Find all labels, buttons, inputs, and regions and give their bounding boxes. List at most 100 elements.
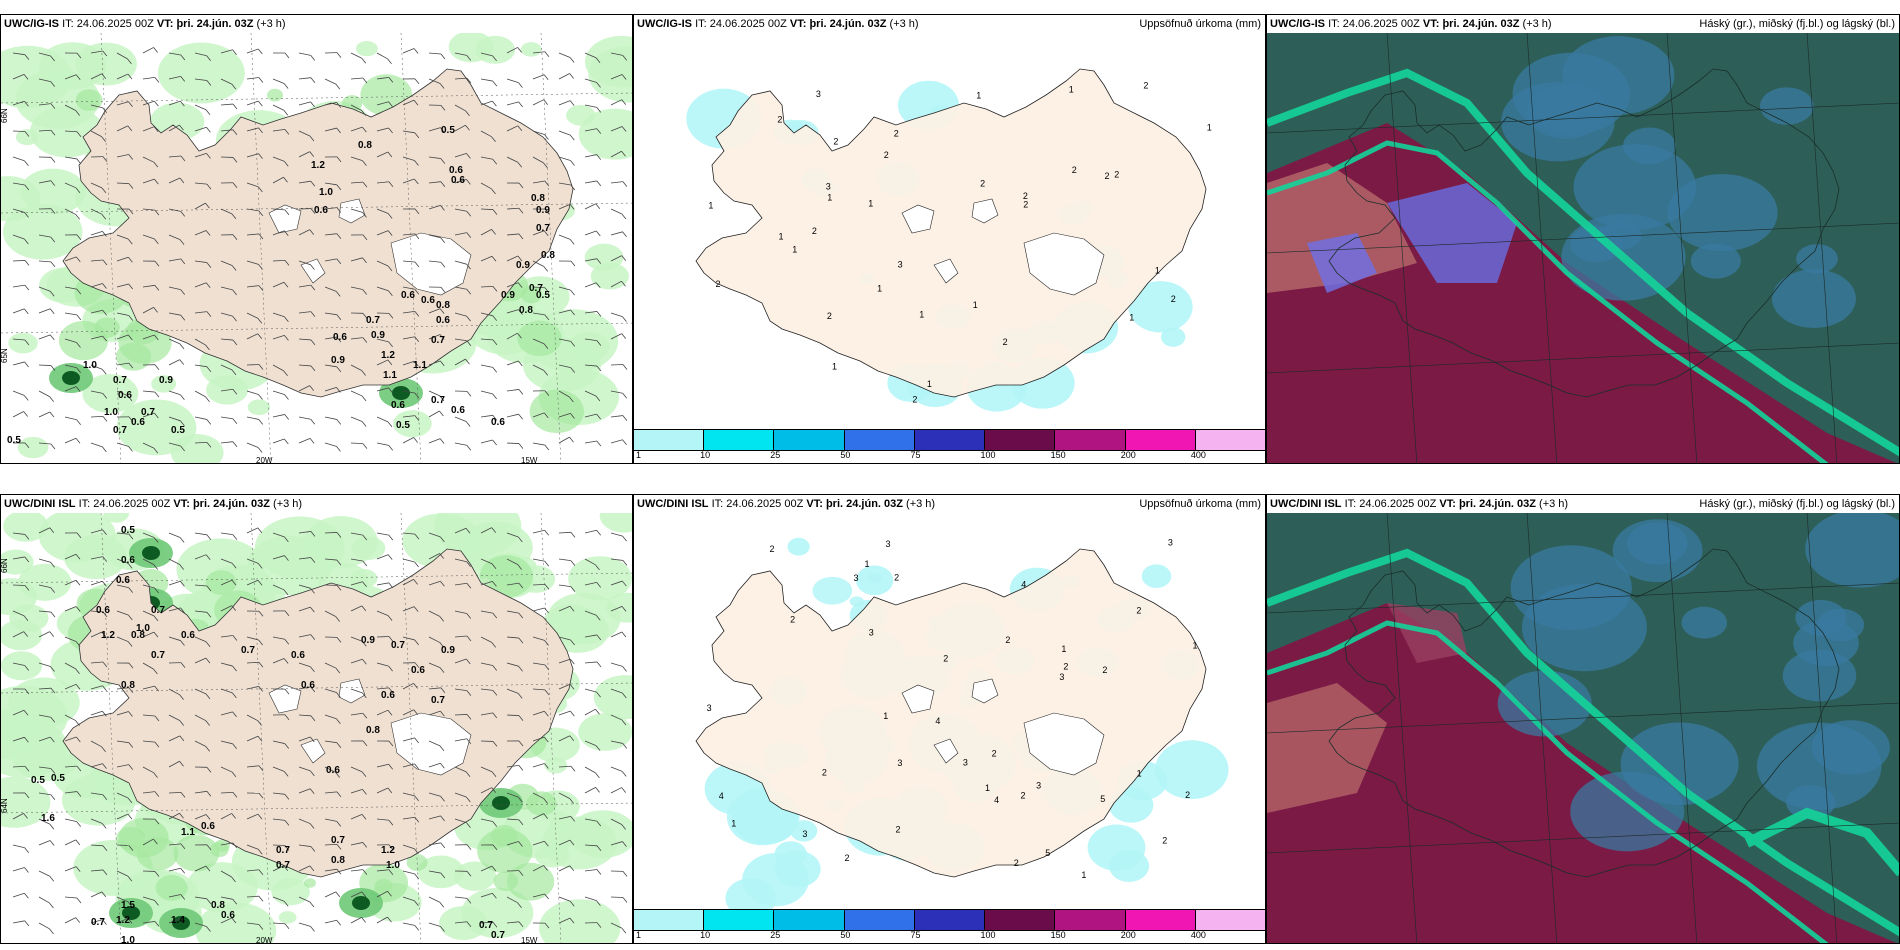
wind-barb bbox=[38, 527, 50, 534]
wind-barb bbox=[142, 208, 155, 211]
wind-barb bbox=[350, 77, 363, 80]
wind-barb bbox=[506, 332, 518, 340]
wind-barb bbox=[246, 153, 259, 158]
wind-barb bbox=[454, 178, 467, 184]
wind-barb bbox=[272, 792, 285, 795]
colorbar-tick-label: 75 bbox=[910, 930, 921, 940]
wind-barb-flag bbox=[180, 640, 185, 646]
valid-time: þri. 24.jún. 03Z bbox=[176, 18, 254, 30]
wind-barb-flag bbox=[179, 177, 185, 184]
wind-barb bbox=[116, 442, 129, 447]
wind-barb bbox=[38, 584, 51, 588]
wind-barb bbox=[272, 555, 285, 560]
wind-barb bbox=[376, 662, 389, 667]
wind-barb bbox=[558, 234, 571, 240]
wind-barb-flag bbox=[596, 845, 602, 852]
wind-barb bbox=[116, 73, 129, 80]
wind-barb bbox=[220, 740, 233, 745]
wind-barb-flag bbox=[284, 52, 290, 59]
wind-value-label: 0.8 bbox=[519, 305, 533, 316]
high-cloud-patch bbox=[1782, 649, 1857, 702]
wind-barb-flag bbox=[336, 742, 342, 748]
wind-barb-flag bbox=[75, 720, 80, 726]
wind-barb bbox=[506, 582, 519, 586]
wind-barb-flag bbox=[362, 77, 368, 84]
wind-barb bbox=[168, 580, 181, 586]
wind-barb bbox=[246, 765, 259, 768]
wind-barb bbox=[610, 580, 623, 586]
wind-barb bbox=[116, 711, 129, 716]
wind-barb-flag bbox=[24, 54, 30, 60]
wind-barb bbox=[64, 765, 77, 768]
wind-value-label: 0.5 bbox=[121, 525, 135, 536]
wind-value-label: 0.7 bbox=[431, 695, 445, 706]
wind-barb-flag bbox=[596, 82, 601, 88]
wind-barb bbox=[194, 865, 207, 872]
wind-barb-flag bbox=[232, 315, 237, 322]
wind-barb-flag bbox=[284, 335, 289, 341]
wind-barb bbox=[142, 714, 155, 717]
wind-barb bbox=[454, 124, 466, 132]
wind-barb bbox=[64, 416, 77, 421]
wind-barb-flag bbox=[257, 563, 263, 569]
wind-barb bbox=[402, 336, 415, 340]
wind-barb-flag bbox=[257, 848, 263, 855]
wind-barb-flag bbox=[621, 280, 626, 287]
wind-barb-flag bbox=[362, 692, 367, 699]
wind-barb bbox=[506, 78, 519, 83]
wind-barb-flag bbox=[154, 77, 160, 83]
precip-blob bbox=[205, 570, 237, 595]
wind-barb-flag bbox=[232, 692, 237, 699]
wind-barb bbox=[610, 688, 623, 694]
precip-area bbox=[725, 878, 776, 911]
meridian bbox=[540, 33, 562, 463]
wind-barb-flag bbox=[570, 413, 575, 419]
wind-barb bbox=[220, 208, 233, 215]
land-iceland bbox=[62, 548, 574, 878]
panel-header: UWC/DINI ISL IT: 24.06.2025 00Z VT: þri.… bbox=[1267, 495, 1899, 513]
wind-barb-flag bbox=[310, 208, 316, 214]
parallel bbox=[1, 572, 632, 584]
wind-barb bbox=[38, 631, 50, 638]
wind-barb bbox=[298, 606, 311, 612]
wind-barb-flag bbox=[258, 186, 263, 193]
wind-barb bbox=[324, 843, 338, 846]
wind-barb bbox=[584, 581, 597, 586]
wind-barb-flag bbox=[206, 311, 212, 317]
wind-barb bbox=[558, 896, 571, 902]
wind-barb bbox=[428, 922, 441, 927]
wind-barb bbox=[272, 438, 285, 444]
wind-barb-flag bbox=[492, 55, 497, 62]
wind-barb bbox=[350, 917, 362, 924]
wind-barb-flag bbox=[440, 687, 446, 694]
wind-barb bbox=[454, 766, 467, 773]
init-time: 24.06.2025 00Z bbox=[93, 498, 171, 510]
wind-barb bbox=[220, 103, 233, 106]
wind-barb bbox=[584, 844, 598, 847]
wind-barb-flag bbox=[544, 893, 549, 900]
wind-barb-flag bbox=[466, 796, 471, 803]
wind-barb-flag bbox=[153, 615, 159, 622]
wind-barb bbox=[402, 415, 415, 418]
wind-barb-flag bbox=[75, 386, 81, 392]
wind-barb bbox=[90, 792, 103, 796]
wind-barb-flag bbox=[622, 743, 628, 749]
wind-barb bbox=[90, 259, 103, 262]
wind-value-label: 0.6 bbox=[291, 650, 305, 661]
wind-barb bbox=[168, 312, 181, 316]
wind-barb-flag bbox=[492, 612, 498, 619]
wind-barb-flag bbox=[414, 816, 420, 823]
precip-blob bbox=[599, 513, 632, 533]
wind-barb bbox=[558, 710, 571, 716]
wind-barb bbox=[506, 47, 518, 54]
wind-barb-flag bbox=[206, 80, 212, 86]
wind-barb-flag bbox=[284, 794, 290, 800]
wind-barb bbox=[90, 556, 103, 560]
wind-barb-flag bbox=[205, 720, 210, 726]
wind-barb bbox=[324, 258, 337, 262]
wind-barb-flag bbox=[284, 394, 289, 400]
wind-barb-flag bbox=[258, 686, 264, 692]
precip-blob bbox=[17, 436, 49, 459]
wind-barb bbox=[64, 662, 76, 670]
wind-barb bbox=[220, 260, 233, 266]
